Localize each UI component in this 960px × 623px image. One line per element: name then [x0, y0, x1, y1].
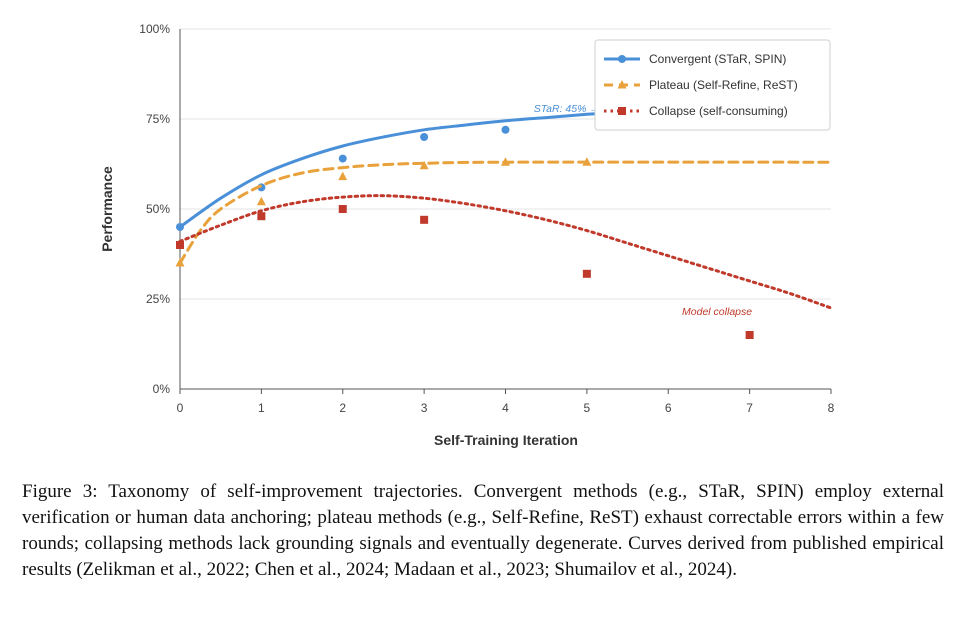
- legend-label: Plateau (Self-Refine, ReST): [649, 78, 798, 92]
- x-tick-label: 8: [828, 401, 835, 415]
- collapse-point: [420, 215, 429, 224]
- legend-box: [594, 39, 831, 131]
- y-tick-label: 0%: [153, 382, 171, 396]
- x-tick-label: 2: [339, 401, 346, 415]
- convergent-curve: [178, 110, 630, 229]
- legend: Convergent (STaR, SPIN) Plateau (Self-Ref…: [594, 39, 831, 131]
- legend-label: Convergent (STaR, SPIN): [649, 52, 786, 66]
- y-tick-label: 50%: [146, 202, 170, 216]
- y-tick-label: 75%: [146, 112, 170, 126]
- collapse-point: [582, 269, 591, 278]
- plateau-point: [338, 171, 348, 181]
- legend-marker: [618, 55, 626, 63]
- y-tick-label: 25%: [146, 292, 170, 306]
- collapse-point: [338, 205, 347, 213]
- x-axis-title: Self-Training Iteration: [434, 432, 578, 448]
- plateau-point: [501, 157, 510, 166]
- grid: [180, 28, 831, 300]
- convergent-point: [338, 154, 347, 163]
- collapse-point: [745, 331, 754, 339]
- y-axis-title: Performance: [99, 166, 115, 252]
- collapse-curve: [178, 194, 833, 310]
- x-tick-label: 4: [502, 401, 509, 415]
- legend-label: Collapse (self-consuming): [649, 104, 788, 118]
- convergent-point: [420, 133, 429, 141]
- plateau-point: [256, 196, 266, 206]
- figure-caption: Figure 3: Taxonomy of self-improvement t…: [22, 481, 944, 580]
- series: [175, 110, 833, 339]
- tick-labels: 0% 25% 50% 75% 100% 0 1 2 3 4 5 6 7 8: [139, 22, 834, 415]
- plateau-point: [175, 258, 185, 267]
- annotation: Model collapse: [682, 306, 752, 318]
- convergent-point: [501, 125, 510, 134]
- x-tick-label: 7: [746, 401, 753, 415]
- x-tick-label: 1: [258, 401, 265, 415]
- x-tick-label: 6: [665, 401, 672, 415]
- performance-chart: 0% 25% 50% 75% 100% 0 1 2 3 4 5 6 7 8 Self-Training I…: [99, 22, 835, 448]
- x-tick-label: 5: [584, 401, 591, 415]
- x-tick-label: 0: [177, 401, 184, 415]
- legend-marker: [617, 80, 627, 89]
- collapse-point: [176, 241, 184, 249]
- plateau-point: [582, 157, 592, 166]
- plateau-curve: [178, 160, 833, 265]
- plateau-point: [419, 160, 429, 170]
- series-plateau: [175, 157, 833, 267]
- series-collapse: [176, 194, 833, 339]
- legend-marker: [618, 107, 626, 115]
- x-tick-label: 3: [421, 401, 428, 415]
- convergent-point: [176, 223, 184, 231]
- series-convergent: [176, 110, 630, 231]
- annotations: STaR: 45% → 72%Model collapse: [534, 103, 753, 318]
- collapse-point: [257, 212, 266, 221]
- y-tick-label: 100%: [139, 22, 170, 36]
